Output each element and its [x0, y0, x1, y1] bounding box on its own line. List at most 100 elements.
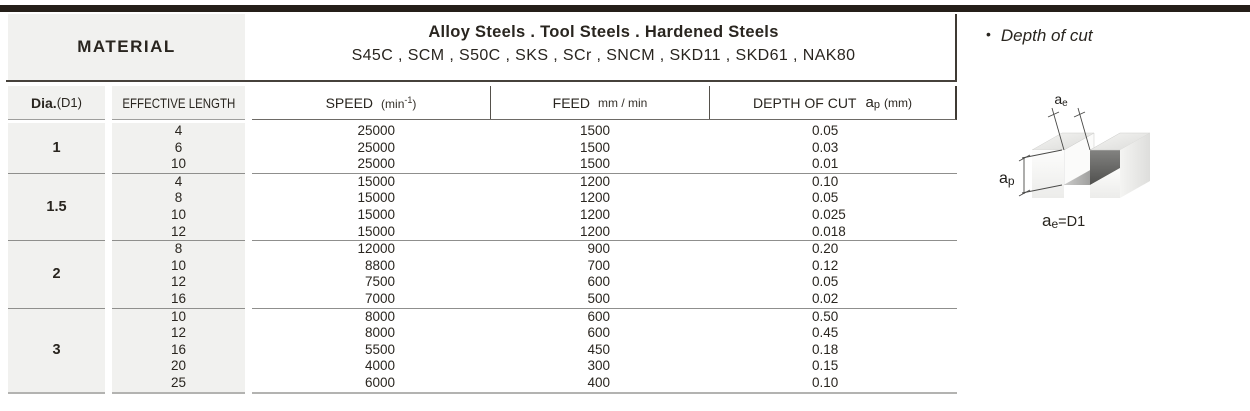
steel-families: Alloy Steels . Tool Steels . Hardened St… [428, 23, 779, 41]
col-header-speed: SPEED (min-1) [252, 86, 491, 119]
numeric-values-column: 12000 900 0.20 8800 700 0.12 7500 600 0.05 7000 50… [252, 241, 957, 309]
feed-cell: 1500 [579, 139, 610, 155]
speed-cell: 25000 [357, 139, 395, 155]
effective-length-column: 4 6 10 [112, 123, 245, 174]
speed-cell: 15000 [357, 223, 395, 239]
length-cell: 8 [174, 241, 183, 257]
ae-dimension-lines [1047, 107, 1091, 151]
effective-length-column: 8 10 12 16 [112, 241, 245, 309]
feed-cell: 500 [587, 290, 610, 306]
length-cell: 10 [170, 156, 187, 172]
depth-unit: (mm) [883, 95, 912, 110]
dia-label: Dia. [31, 94, 57, 111]
table-row: 5500 450 0.18 [252, 342, 957, 359]
ap-label: ap [999, 170, 1015, 188]
speed-cell: 4000 [364, 358, 395, 374]
table-row: 12000 900 0.20 [252, 241, 957, 258]
length-cell: 12 [170, 274, 187, 290]
feed-cell: 1200 [579, 223, 610, 239]
depth-cell: 0.01 [812, 156, 839, 172]
dia-value: 3 [8, 308, 105, 394]
col-header-feed: FEED mm / min [491, 86, 710, 119]
depth-cell: 0.05 [812, 274, 839, 290]
depth-cell: 0.05 [812, 123, 839, 138]
material-header-row: MATERIAL Alloy Steels . Tool Steels . Ha… [6, 14, 957, 82]
feed-cell: 900 [587, 241, 610, 257]
speed-cell: 5500 [364, 341, 395, 357]
length-cell: 10 [170, 257, 187, 273]
steel-types-block: Alloy Steels . Tool Steels . Hardened St… [252, 14, 957, 80]
speed-cell: 6000 [364, 374, 395, 390]
column-header-row: Dia. (D1) EFFECTIVE LENGTH SPEED (min-1) … [6, 86, 957, 120]
top-divider-bar [0, 5, 1250, 12]
table-row: 15000 1200 0.025 [252, 207, 957, 224]
table-row: 7500 600 0.05 [252, 274, 957, 291]
feed-cell: 1200 [579, 190, 610, 206]
table-row: 15000 1200 0.018 [252, 224, 957, 241]
effective-length-column: 4 8 10 12 [112, 173, 245, 242]
material-label: MATERIAL [8, 14, 245, 80]
col-header-dia: Dia. (D1) [8, 86, 105, 120]
speed-cell: 25000 [357, 156, 395, 172]
dia-value: 2 [8, 241, 105, 309]
depth-cell: 0.45 [812, 325, 839, 341]
length-cell: 10 [170, 308, 187, 324]
feed-cell: 1500 [579, 156, 610, 172]
dia-value: 1.5 [8, 173, 105, 242]
dia-group-1.5: 1.5 4 8 10 12 15000 1200 0.10 15000 1200 0.05 15000… [6, 173, 957, 242]
depth-of-cut-heading: • Depth of cut [986, 26, 1093, 46]
speed-cell: 15000 [357, 190, 395, 206]
length-cell: 6 [174, 139, 183, 155]
speed-cell: 25000 [357, 123, 395, 138]
feed-cell: 450 [587, 341, 610, 357]
table-row: 25000 1500 0.01 [252, 156, 957, 173]
dia-group-3: 3 10 12 16 20 25 8000 600 0.50 8000 600 0.45 5500 450… [6, 308, 957, 394]
workpiece-block [1031, 132, 1151, 198]
table-row: 25000 1500 0.05 [252, 123, 957, 140]
table-row: 8000 600 0.50 [252, 309, 957, 326]
feed-cell: 1500 [579, 123, 610, 138]
feed-cell: 700 [587, 257, 610, 273]
feed-cell: 600 [587, 274, 610, 290]
length-cell: 16 [170, 290, 187, 306]
feed-cell: 300 [587, 358, 610, 374]
length-cell: 20 [170, 358, 187, 374]
speed-cell: 8000 [364, 308, 395, 324]
speed-unit: (min-1) [381, 94, 417, 111]
length-cell: 4 [174, 123, 183, 138]
depth-cell: 0.018 [812, 223, 846, 239]
feed-cell: 600 [587, 308, 610, 324]
depth-of-cut-title: Depth of cut [1000, 26, 1093, 45]
speed-cell: 8000 [364, 325, 395, 341]
length-cell: 25 [170, 374, 187, 390]
speed-cell: 15000 [357, 206, 395, 222]
depth-cell: 0.03 [812, 139, 839, 155]
depth-cell: 0.12 [812, 257, 839, 273]
table-row: 25000 1500 0.03 [252, 140, 957, 157]
length-cell: 8 [174, 190, 183, 206]
feed-cell: 1200 [579, 173, 610, 189]
table-row: 8800 700 0.12 [252, 258, 957, 275]
dia-group-2: 2 8 10 12 16 12000 900 0.20 8800 700 0.12 7500 600 0.… [6, 241, 957, 309]
dia-group-1: 1 4 6 10 25000 1500 0.05 25000 1500 0.03 25000 1500… [6, 123, 957, 174]
length-cell: 12 [170, 223, 187, 239]
depth-cell: 0.025 [812, 206, 846, 222]
depth-cell: 0.10 [812, 173, 839, 189]
length-cell: 10 [170, 206, 187, 222]
cutting-conditions-table: MATERIAL Alloy Steels . Tool Steels . Ha… [6, 14, 957, 394]
dia-value: 1 [8, 123, 105, 174]
numeric-values-column: 8000 600 0.50 8000 600 0.45 5500 450 0.18 4000 300… [252, 309, 957, 394]
depth-cell: 0.50 [812, 308, 839, 324]
feed-cell: 400 [587, 374, 610, 390]
table-row: 4000 300 0.15 [252, 358, 957, 375]
numeric-values-column: 15000 1200 0.10 15000 1200 0.05 15000 1200 0.025… [252, 173, 957, 242]
speed-cell: 7000 [364, 290, 395, 306]
ae-label: ae [1054, 91, 1068, 109]
depth-cell: 0.15 [812, 358, 839, 374]
numeric-values-column: 25000 1500 0.05 25000 1500 0.03 25000 1500 0.01 [252, 123, 957, 174]
speed-cell: 8800 [364, 257, 395, 273]
feed-cell: 1200 [579, 206, 610, 222]
table-row: 7000 500 0.02 [252, 291, 957, 308]
